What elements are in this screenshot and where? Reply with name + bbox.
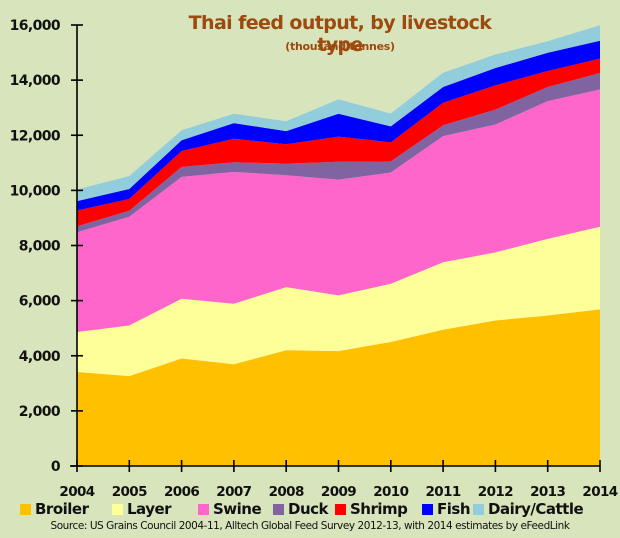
legend-label: Duck bbox=[288, 500, 329, 518]
y-tick-label: 0 bbox=[51, 459, 61, 475]
legend-swatch bbox=[335, 503, 346, 515]
x-tick-label: 2014 bbox=[582, 484, 617, 500]
y-tick-label: 6,000 bbox=[19, 294, 61, 310]
legend-label: Broiler bbox=[35, 500, 89, 518]
source-note: Source: US Grains Council 2004-11, Allte… bbox=[50, 520, 570, 532]
y-tick-label: 12,000 bbox=[10, 128, 61, 144]
legend-item-duck: Duck bbox=[273, 500, 329, 518]
legend-swatch bbox=[422, 503, 433, 515]
y-tick-label: 16,000 bbox=[10, 18, 61, 34]
legend-label: Swine bbox=[213, 500, 262, 518]
x-tick-label: 2007 bbox=[216, 484, 251, 500]
area-fish bbox=[77, 40, 600, 211]
area-broiler bbox=[77, 309, 600, 466]
x-tick-label: 2008 bbox=[269, 484, 304, 500]
y-tick-label: 4,000 bbox=[19, 349, 61, 365]
y-tick-label: 10,000 bbox=[10, 183, 61, 199]
x-tick-label: 2004 bbox=[59, 484, 94, 500]
chart-subtitle: (thousand tonnes) bbox=[285, 40, 395, 53]
legend-label: Fish bbox=[437, 500, 471, 518]
legend-label: Shrimp bbox=[350, 500, 408, 518]
area-duck bbox=[77, 73, 600, 233]
legend-item-shrimp: Shrimp bbox=[335, 500, 408, 518]
x-tick-label: 2013 bbox=[530, 484, 565, 500]
area-swine bbox=[77, 89, 600, 332]
legend-swatch bbox=[198, 503, 209, 515]
x-tick-label: 2012 bbox=[478, 484, 513, 500]
y-tick-label: 14,000 bbox=[10, 73, 61, 89]
y-axis-ticks: 0 2,000 4,000 6,000 8,000 10,000 12,000 14,000 1… bbox=[10, 18, 83, 475]
chart-title: Thai feed output, by livestock type bbox=[188, 12, 492, 56]
y-tick-label: 2,000 bbox=[19, 404, 61, 420]
area-layer bbox=[77, 226, 600, 377]
x-axis-ticks: 2004 2005 2006 2007 2008 2009 2010 2011 2012 2013… bbox=[59, 460, 618, 500]
legend-swatch bbox=[112, 503, 123, 515]
area-dairy-cattle bbox=[77, 25, 600, 202]
legend-swatch bbox=[273, 503, 284, 515]
x-tick-label: 2011 bbox=[426, 484, 461, 500]
legend: Broiler Layer Swine Duck Shrimp Fish Dairy/Cat… bbox=[20, 500, 620, 520]
legend-label: Dairy/Cattle bbox=[488, 500, 584, 518]
legend-label: Layer bbox=[127, 500, 172, 518]
x-tick-label: 2005 bbox=[112, 484, 147, 500]
area-shrimp bbox=[77, 58, 600, 227]
legend-item-broiler: Broiler bbox=[20, 500, 89, 518]
legend-item-layer: Layer bbox=[112, 500, 172, 518]
legend-swatch bbox=[20, 503, 31, 515]
legend-swatch bbox=[473, 503, 484, 515]
x-tick-label: 2006 bbox=[164, 484, 199, 500]
legend-item-fish: Fish bbox=[422, 500, 471, 518]
legend-item-dairy-cattle: Dairy/Cattle bbox=[473, 500, 584, 518]
x-tick-label: 2009 bbox=[321, 484, 356, 500]
area-layers bbox=[77, 25, 600, 466]
y-tick-label: 8,000 bbox=[19, 239, 61, 255]
x-tick-label: 2010 bbox=[373, 484, 408, 500]
legend-item-swine: Swine bbox=[198, 500, 262, 518]
